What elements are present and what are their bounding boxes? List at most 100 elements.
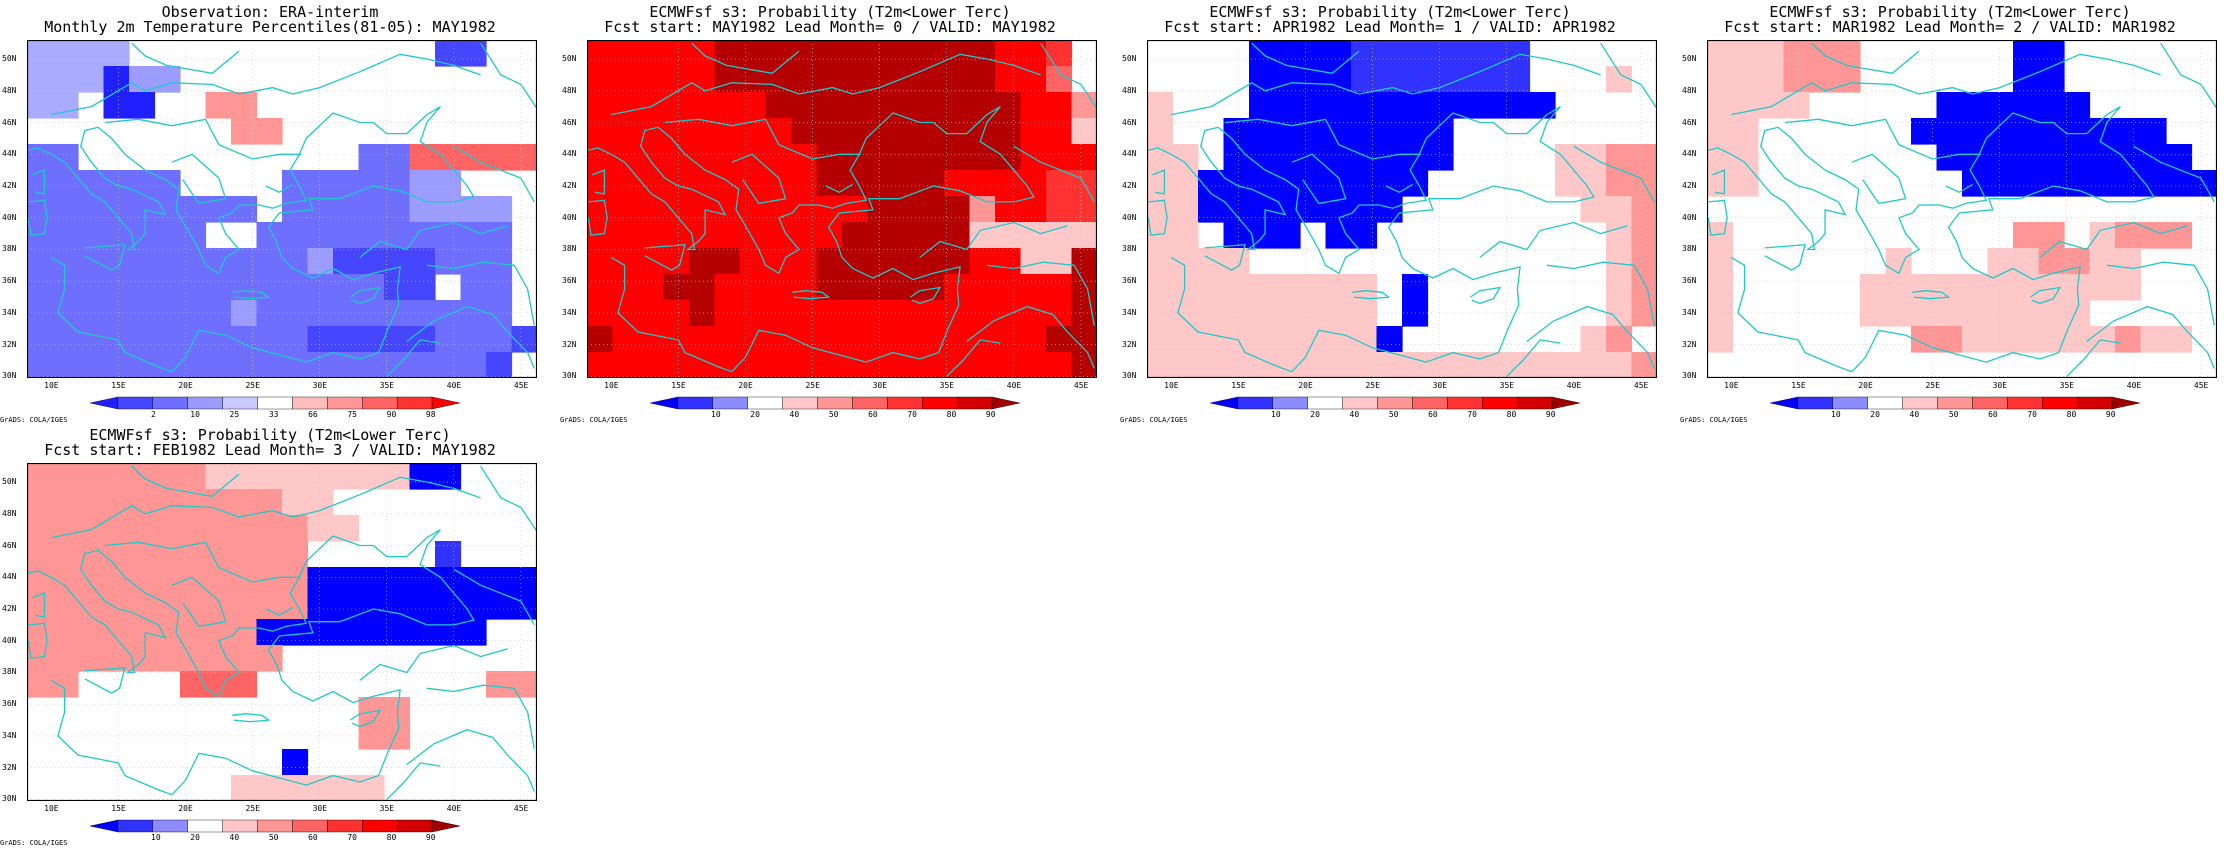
grid-cell (333, 593, 360, 620)
colorbar-swatch (1797, 396, 1834, 410)
grid-cell (1198, 326, 1225, 353)
grid-cell (205, 671, 232, 698)
grid-cell (307, 463, 334, 490)
grid-cell (2038, 92, 2065, 119)
grid-cell (129, 196, 156, 223)
grid-cell (1223, 144, 1250, 171)
grid-cell (52, 274, 79, 301)
grid-cell (867, 118, 894, 145)
grid-cell (995, 118, 1022, 145)
grid-cell (1783, 66, 1810, 93)
panel-subtitle: Fcst start: MAY1982 Lead Month= 0 / VALI… (604, 18, 1056, 36)
grid-cell (180, 300, 207, 327)
coastline-path (644, 243, 686, 271)
grid-cell (1758, 66, 1785, 93)
grid-cell (333, 463, 360, 490)
grid-cell (1274, 352, 1301, 378)
colorbar-swatch (362, 396, 398, 410)
colorbar-label: 10 (151, 833, 161, 842)
grid-cell (1071, 248, 1097, 275)
grid-cell (205, 593, 232, 620)
grid-cell (1707, 118, 1734, 145)
colorbar-swatch (396, 819, 433, 833)
lat-tick-label: 40N (2, 635, 17, 645)
grid-cell (282, 170, 309, 197)
grid-cell (358, 144, 385, 171)
coastline-path (2106, 261, 2215, 326)
lat-tick-label: 46N (1122, 117, 1137, 127)
grid-cell (918, 92, 945, 119)
grid-cell (1376, 118, 1403, 145)
colorbar-label: 20 (1870, 410, 1880, 419)
grid-cell (154, 645, 181, 672)
grid-cell (409, 222, 436, 249)
grid-cell (205, 326, 232, 353)
grid-cell (486, 567, 513, 594)
grid-cell (154, 515, 181, 542)
grid-cell (2140, 326, 2167, 353)
grid-cell (1020, 248, 1047, 275)
lat-tick-label: 36N (1122, 276, 1137, 286)
grid-cell (282, 326, 309, 353)
lon-tick-label: 25E (805, 381, 820, 390)
grid-cell (435, 196, 462, 223)
grid-cell (1223, 248, 1250, 275)
map-panel: ECMWFsf s3: Probability (T2m<Lower Terc)… (1120, 0, 1660, 425)
grid-cell (282, 541, 309, 568)
grid-cell (842, 352, 869, 378)
lat-tick-label: 42N (1122, 180, 1137, 190)
grid-cell (1631, 248, 1657, 275)
grid-cell (995, 326, 1022, 353)
grid-cell (1987, 300, 2014, 327)
grid-cell (714, 274, 741, 301)
grid-cell (129, 515, 156, 542)
coastline-path (1712, 169, 1726, 195)
grid-cell (282, 274, 309, 301)
grid-cell (791, 118, 818, 145)
grid-cell (689, 326, 716, 353)
colorbar-label: 80 (946, 410, 957, 419)
grid-cell (1198, 300, 1225, 327)
grid-cell (587, 118, 614, 145)
grid-cell (740, 92, 767, 119)
colorbar-swatch (747, 396, 783, 410)
lon-tick-label: 10E (44, 381, 59, 390)
grid-cell (1147, 196, 1174, 223)
grid-cell (1198, 196, 1225, 223)
colorbar-swatch (2042, 396, 2078, 410)
grid-cell (612, 326, 639, 353)
grid-cell (1936, 118, 1963, 145)
grid-cell (333, 170, 360, 197)
grid-cell (1376, 92, 1403, 119)
grid-cell (2166, 326, 2193, 353)
grid-cell (842, 40, 869, 67)
panel-title: Observation: ERA-interim (161, 3, 379, 21)
lat-tick-label: 40N (1122, 212, 1137, 222)
map-area (587, 40, 1097, 378)
colorbar-label: 80 (386, 833, 397, 842)
grid-cell (944, 170, 971, 197)
grid-cell (435, 352, 462, 378)
grid-cell (435, 541, 462, 568)
lat-tick-label: 32N (1122, 339, 1137, 349)
grid-cell (78, 515, 105, 542)
grid-cell (384, 170, 411, 197)
grid-cell (1249, 274, 1276, 301)
grid-cell (78, 274, 105, 301)
grid-cell (1172, 300, 1199, 327)
grid-cell (103, 619, 130, 646)
grid-cell (1606, 144, 1633, 171)
lon-tick-label: 25E (245, 804, 260, 813)
grid-cell (205, 300, 232, 327)
grid-cell (1911, 118, 1938, 145)
grid-cell (2038, 222, 2065, 249)
grid-cell (384, 196, 411, 223)
grid-cell (1249, 170, 1276, 197)
grid-cell (714, 170, 741, 197)
lon-tick-label: 30E (312, 381, 328, 390)
grid-cell (486, 248, 513, 275)
coastline-path (50, 256, 173, 373)
colorbar-label: 40 (789, 410, 800, 419)
coastline-path (1224, 118, 1421, 160)
colorbar-swatch (396, 396, 433, 410)
